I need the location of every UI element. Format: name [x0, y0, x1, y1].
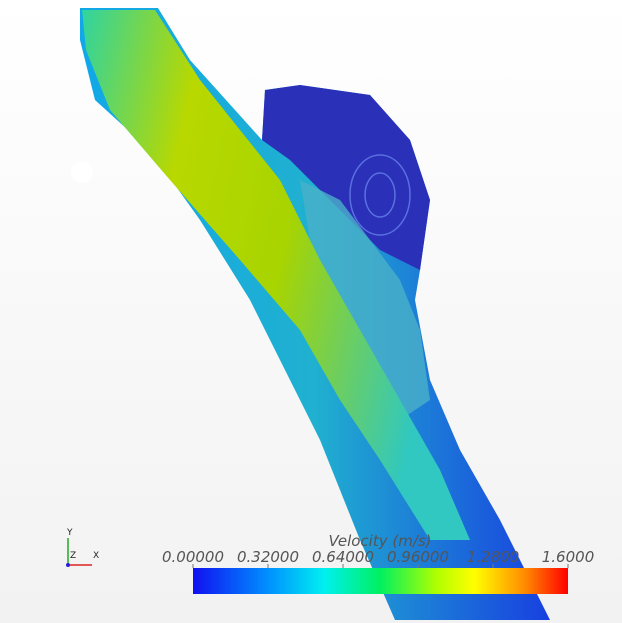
highlight	[71, 161, 93, 183]
colorbar-tick-label: 0.00000	[162, 548, 224, 566]
axis-label: X	[93, 551, 99, 561]
colorbar-tick-label: 0.32000	[237, 548, 299, 566]
colorbar-tick-label: 0.96000	[387, 548, 449, 566]
viewport: Y Z X Velocity (m/s) 0.000000.320000.640…	[0, 0, 622, 623]
axis-label: Y	[66, 528, 73, 538]
colorbar-scale	[193, 568, 568, 594]
colorbar-tick-label: 1.2800	[467, 548, 520, 566]
colorbar-tick-label: 1.6000	[542, 548, 595, 566]
z-axis-dot	[66, 563, 70, 567]
colorbar-tick-label: 0.64000	[312, 548, 374, 566]
axis-label: Z	[70, 551, 76, 561]
